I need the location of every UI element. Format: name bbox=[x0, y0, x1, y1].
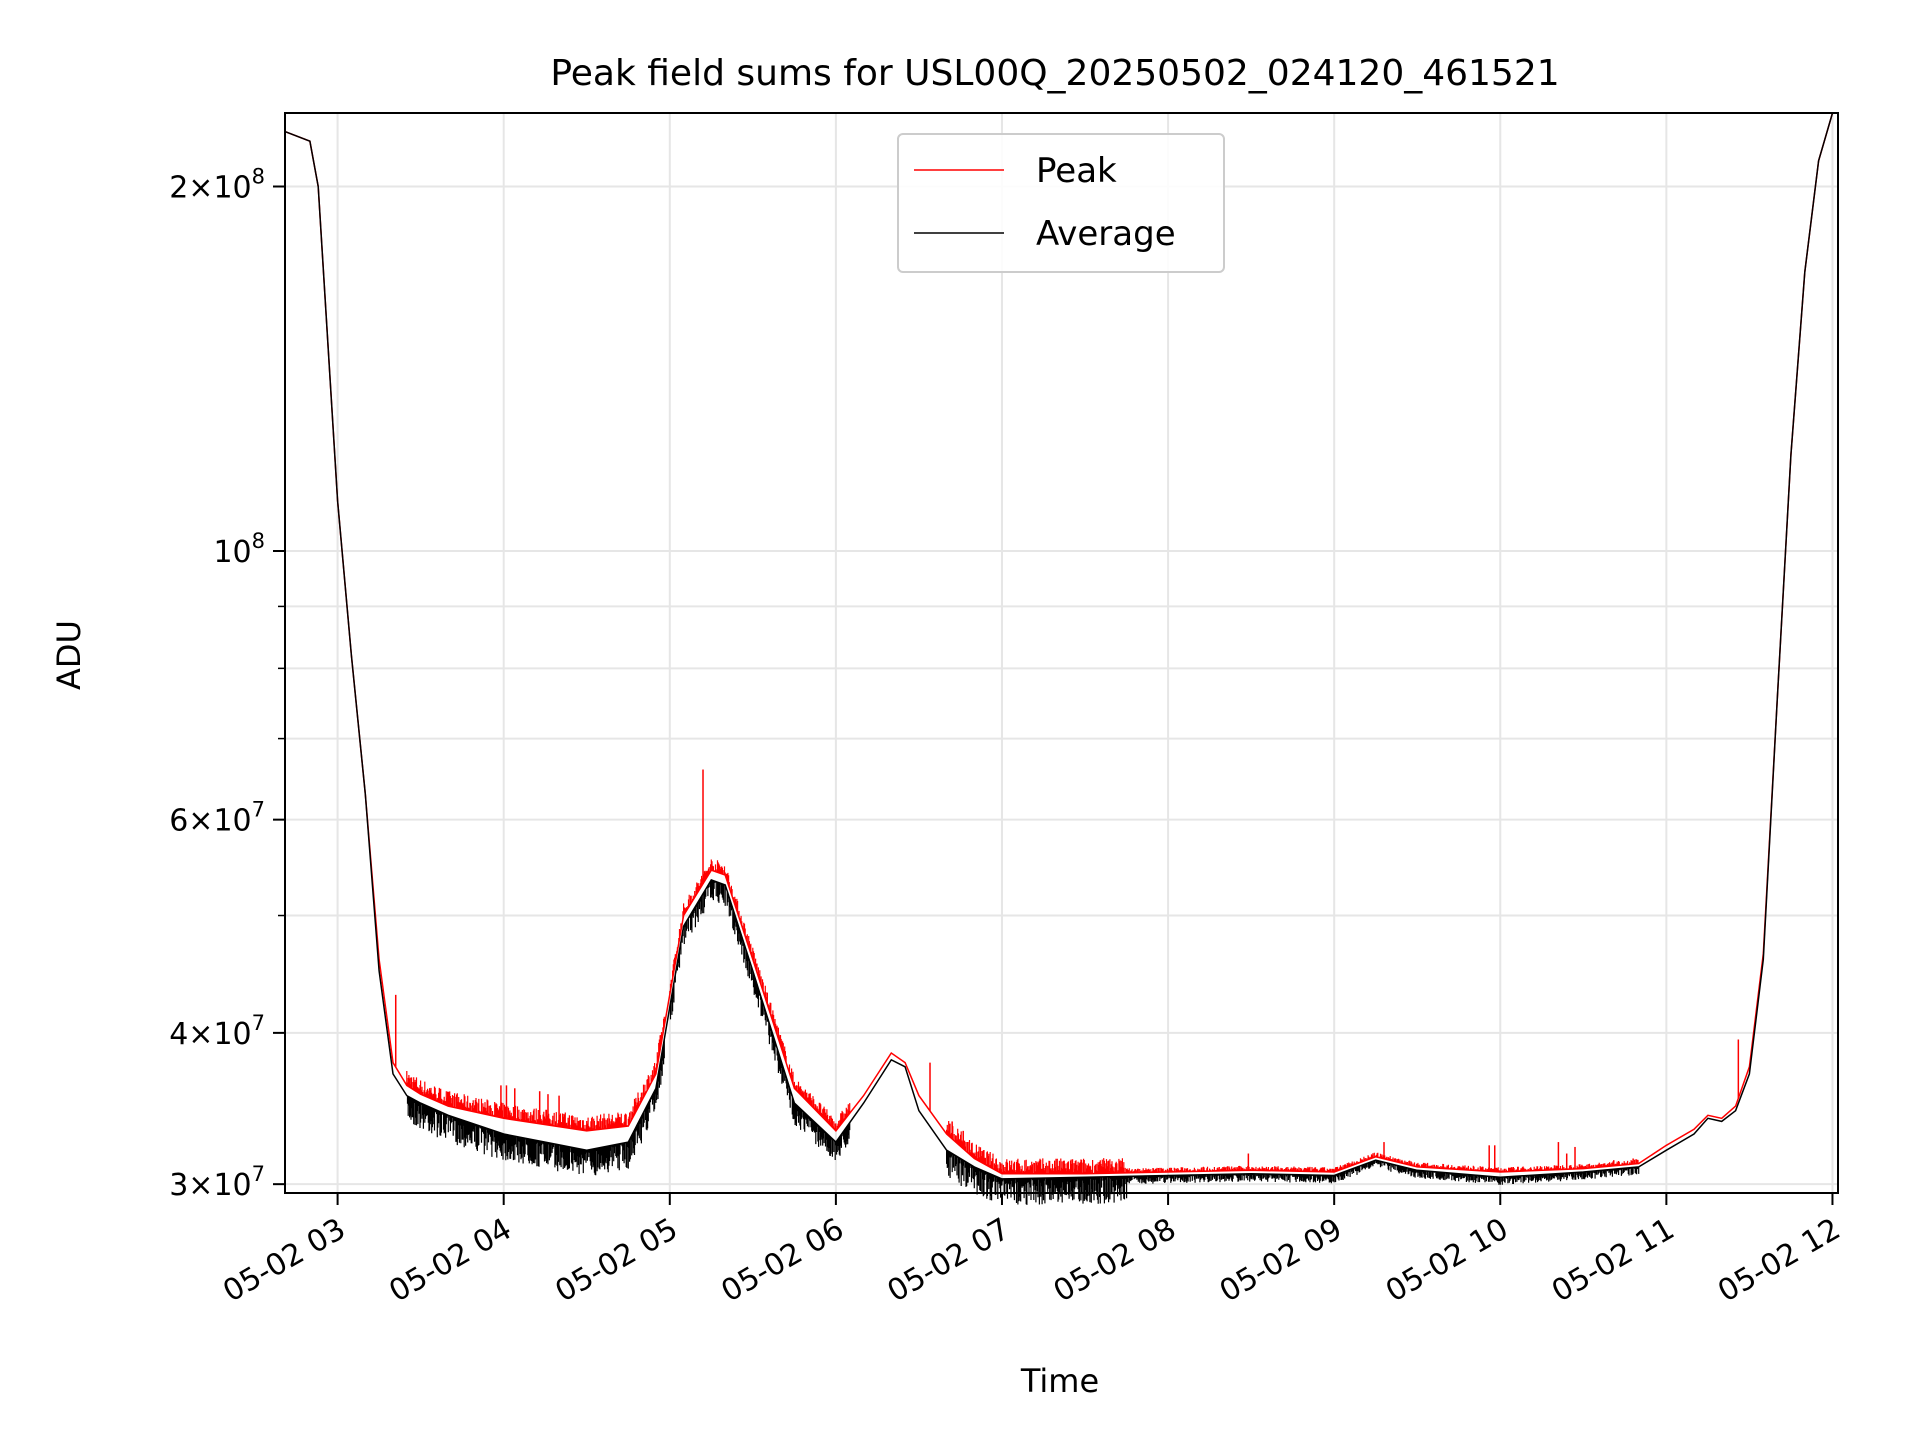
y-tick-label: 6×107 bbox=[169, 798, 265, 839]
y-tick-label: 2×108 bbox=[169, 164, 265, 205]
x-axis-label: Time bbox=[1020, 1362, 1099, 1400]
legend-box bbox=[897, 133, 1225, 273]
y-axis-label: ADU bbox=[50, 620, 88, 690]
plot-lines bbox=[284, 112, 1834, 1205]
legend-peak-label: Peak bbox=[1036, 151, 1117, 191]
chart-title: Peak field sums for USL00Q_20250502_0241… bbox=[550, 53, 1559, 94]
plot-frame bbox=[284, 112, 1839, 1194]
peak-series-line bbox=[284, 112, 1834, 1175]
legend-average-label: Average bbox=[1036, 214, 1176, 254]
y-tick-label: 4×107 bbox=[169, 1011, 265, 1052]
average-series-line bbox=[284, 112, 1834, 1180]
y-tick-label: 3×107 bbox=[169, 1162, 265, 1203]
peak-spikes bbox=[394, 769, 1740, 1172]
y-tick-label: 108 bbox=[213, 529, 265, 570]
y-axis: 3×107 4×107 6×107 108 2×108 bbox=[169, 164, 285, 1203]
legend: Peak Average bbox=[897, 133, 1225, 273]
